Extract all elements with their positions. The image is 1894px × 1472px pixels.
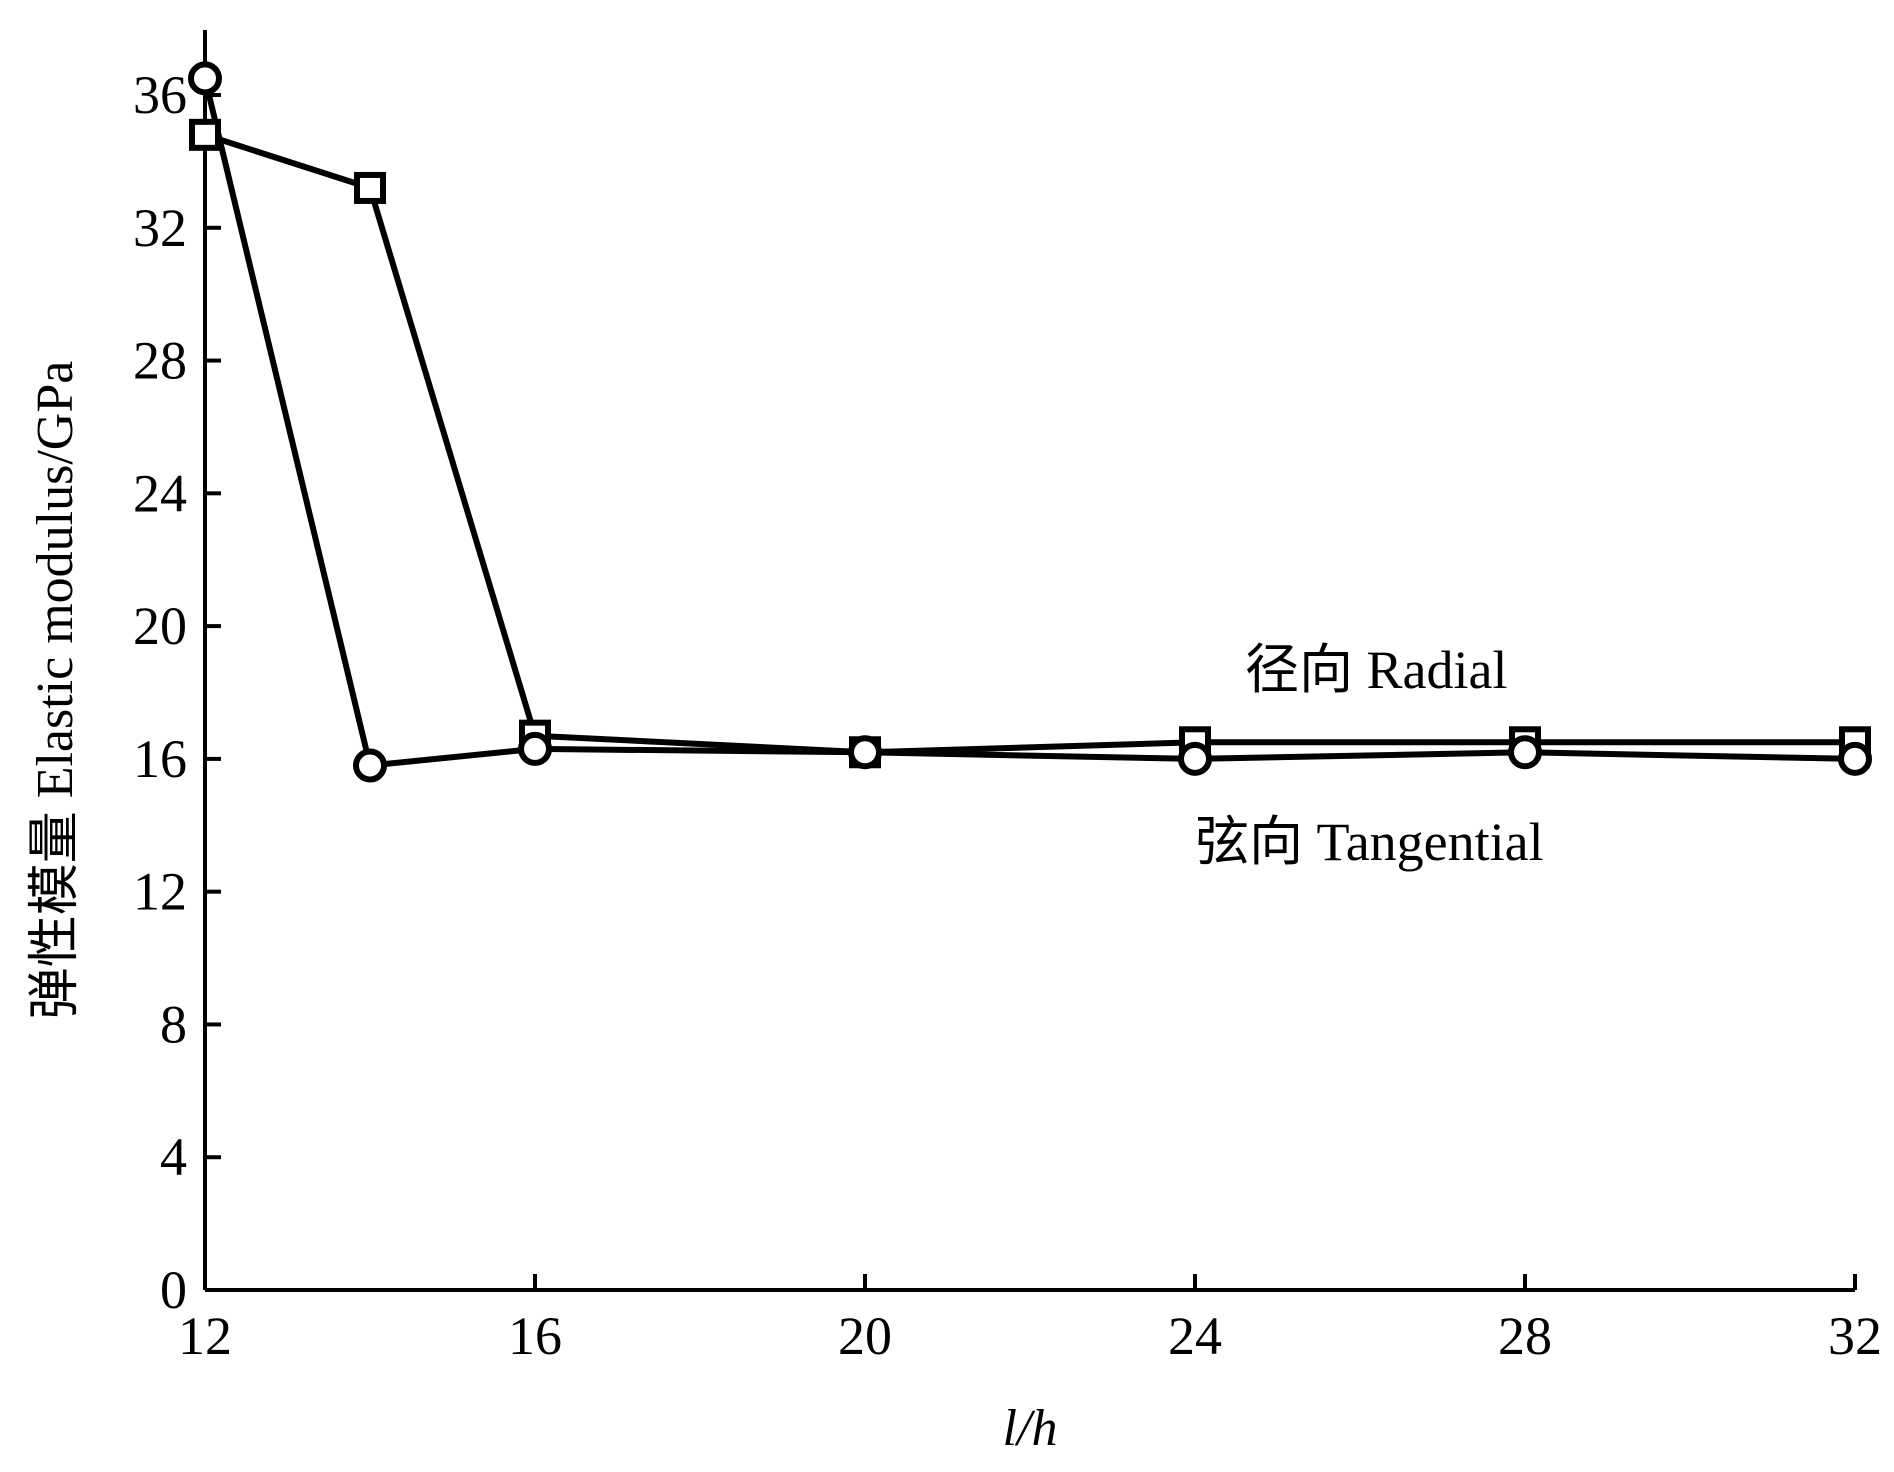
data-point-circle [1838,741,1872,776]
y-tick-label: 8 [160,994,187,1054]
data-point-circle [518,731,552,766]
y-tick-label: 20 [133,596,187,656]
data-point-square [354,171,386,204]
y-tick-label: 28 [133,331,187,391]
y-tick-label: 4 [160,1127,187,1187]
x-axis-title: l/h [1003,1400,1058,1457]
y-axis-title: 弹性模量 Elastic modulus/GPa [27,361,84,1020]
y-tick-label: 16 [133,729,187,789]
x-tick-label: 24 [1168,1306,1222,1366]
y-tick-label: 36 [133,65,187,125]
annotation-tangential: 弦向 Tangential [1195,812,1544,872]
series-layer [202,77,1856,769]
data-point-circle [848,735,882,770]
x-tick-label: 12 [178,1306,232,1366]
axes [203,30,1855,1292]
data-point-circle [353,748,387,783]
data-point-circle [1508,735,1542,770]
y-tick-label: 24 [133,463,187,523]
x-tick-label: 32 [1828,1306,1882,1366]
annotation-radial: 径向 Radial [1245,640,1507,700]
y-tick-label: 32 [133,198,187,258]
data-point-circle [1178,741,1212,776]
y-tick-label: 0 [160,1260,187,1320]
y-ticks: 0 4 8 12 16 20 24 28 32 36 [133,65,221,1320]
marker-layer [188,61,1872,783]
x-tick-label: 20 [838,1306,892,1366]
data-point-square [189,118,221,151]
series-line-tangential [202,77,1856,769]
x-tick-label: 28 [1498,1306,1552,1366]
y-tick-label: 12 [133,862,187,922]
data-point-circle [188,61,222,96]
x-ticks: 12 16 20 24 28 32 [178,1274,1882,1366]
series-line-radial [204,131,1855,756]
x-tick-label: 16 [508,1306,562,1366]
